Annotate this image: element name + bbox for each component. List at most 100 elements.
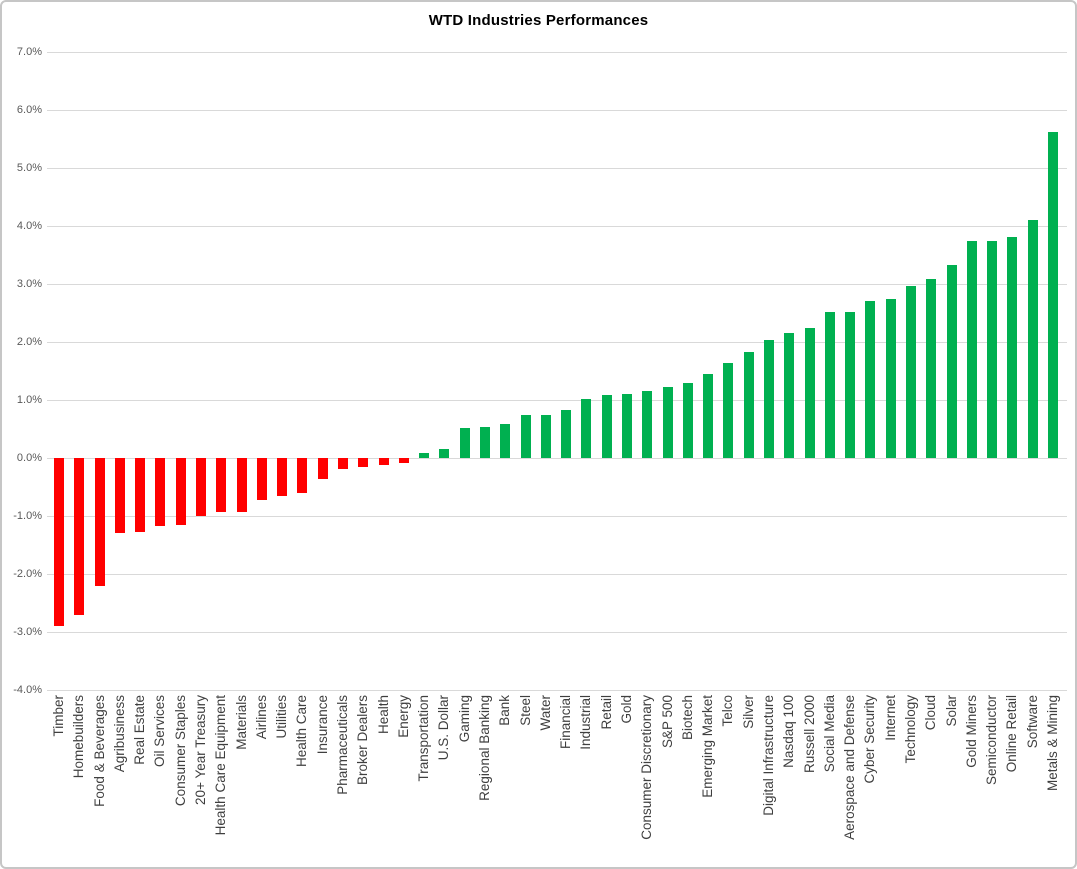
bar-consumer-discretionary <box>642 391 653 458</box>
bar-agribusiness <box>114 458 125 534</box>
bar-u-s-dollar <box>439 448 450 458</box>
chart-title: WTD Industries Performances <box>428 12 649 29</box>
bar-semiconductor <box>987 241 998 458</box>
gridline <box>47 400 1067 401</box>
bar-gaming <box>459 428 470 458</box>
bar-software <box>1027 220 1038 458</box>
x-axis-label: Real Estate <box>132 695 148 765</box>
gridline <box>47 458 1067 459</box>
x-axis-label: Solar <box>943 695 959 727</box>
bar-gold <box>622 393 632 458</box>
bar-gold-miners <box>966 241 977 458</box>
bar-cloud <box>926 278 937 458</box>
x-axis-label: Aerospace and Defense <box>842 695 858 840</box>
x-axis-label: Energy <box>395 695 411 738</box>
bar-health <box>378 458 389 465</box>
x-axis-label: Agribusiness <box>111 695 127 773</box>
bar-nasdaq-100 <box>784 332 795 458</box>
x-axis-label: S&P 500 <box>659 695 675 749</box>
y-axis-label: 2.0% <box>16 336 42 348</box>
bar-food-beverages <box>94 458 105 586</box>
y-axis-label: 7.0% <box>16 46 42 58</box>
x-axis-label: Nasdaq 100 <box>781 695 797 768</box>
gridline <box>47 168 1067 169</box>
bar-retail <box>601 395 612 458</box>
gridline <box>47 110 1067 111</box>
y-axis-label: -2.0% <box>13 568 42 580</box>
x-axis-label: Financial <box>558 695 574 750</box>
x-axis-label: Telco <box>720 695 736 727</box>
x-axis-label: Steel <box>517 695 533 726</box>
bar-health-care <box>297 458 308 494</box>
bar-20-year-treasury <box>196 458 206 516</box>
x-axis-label: Retail <box>598 695 614 730</box>
bar-digital-infrastructure <box>764 339 774 458</box>
bar-industrial <box>581 399 592 458</box>
bar-insurance <box>317 458 328 479</box>
gridline <box>47 632 1067 633</box>
bar-health-care-equipment <box>216 458 227 512</box>
y-axis-label: -1.0% <box>13 510 42 522</box>
y-axis-label: -4.0% <box>13 684 42 696</box>
x-axis-label: Health <box>375 695 391 735</box>
x-axis-label: Health Care Equipment <box>213 695 229 836</box>
bar-energy <box>398 458 409 463</box>
x-axis-label: Transportation <box>416 695 432 782</box>
x-axis-label: Russell 2000 <box>801 695 817 774</box>
x-axis-label: Health Care <box>294 695 310 768</box>
y-axis-label: 1.0% <box>16 394 42 406</box>
y-axis-label: 6.0% <box>16 104 42 116</box>
x-axis-label: Silver <box>740 695 756 729</box>
x-axis-label: Water <box>537 695 553 731</box>
bar-bank <box>500 423 511 458</box>
bar-consumer-staples <box>175 458 186 526</box>
gridline <box>47 516 1067 517</box>
x-axis-label: Gold <box>619 695 634 724</box>
y-axis-label: -3.0% <box>13 626 42 638</box>
y-axis-label: 5.0% <box>16 162 42 174</box>
x-axis-label: Broker Dealers <box>355 695 371 786</box>
y-axis-label: 3.0% <box>16 278 42 290</box>
gridline <box>47 342 1067 343</box>
y-axis-label: 4.0% <box>16 220 42 232</box>
x-axis-label: Semiconductor <box>984 695 1000 786</box>
bar-biotech <box>682 382 693 458</box>
bar-materials <box>236 458 247 512</box>
bar-broker-dealers <box>358 458 369 468</box>
x-axis-label: Homebuilders <box>71 695 87 779</box>
x-axis-label: U.S. Dollar <box>436 695 452 761</box>
x-axis-label: Technology <box>903 695 918 764</box>
x-axis-label: Online Retail <box>1004 695 1020 773</box>
x-axis-label: Gaming <box>456 695 472 743</box>
gridline <box>47 284 1067 285</box>
x-axis-label: Airlines <box>253 695 269 740</box>
x-axis-label: Metals & Mining <box>1045 695 1060 792</box>
bar-aerospace-and-defense <box>845 311 856 458</box>
x-axis-label: Oil Services <box>152 695 168 768</box>
x-axis-label: Emerging Market <box>700 695 716 798</box>
x-axis-label: Pharmaceuticals <box>335 695 350 795</box>
x-axis-label: Cyber Security <box>862 695 878 784</box>
bar-cyber-security <box>865 301 876 458</box>
bar-oil-services <box>155 458 166 527</box>
bar-internet <box>885 299 896 458</box>
bar-online-retail <box>1007 237 1018 458</box>
bar-russell-2000 <box>804 328 815 458</box>
bar-regional-banking <box>480 426 490 458</box>
bar-timber <box>54 458 64 627</box>
gridline <box>47 690 1067 691</box>
bar-utilities <box>277 458 288 496</box>
bar-solar <box>946 264 957 458</box>
bar-silver <box>743 352 754 458</box>
bar-transportation <box>419 452 430 458</box>
x-axis-label: Consumer Discretionary <box>639 695 655 840</box>
x-axis-label: Food & Beverages <box>91 695 107 807</box>
x-axis-label: Insurance <box>314 695 330 755</box>
gridline <box>47 52 1067 53</box>
x-axis-label: Digital Infrastructure <box>761 695 776 816</box>
bar-steel <box>520 415 531 458</box>
x-axis-label: Industrial <box>578 695 594 750</box>
x-axis-label: Bank <box>497 695 513 726</box>
x-axis-label: Gold Miners <box>963 695 979 768</box>
